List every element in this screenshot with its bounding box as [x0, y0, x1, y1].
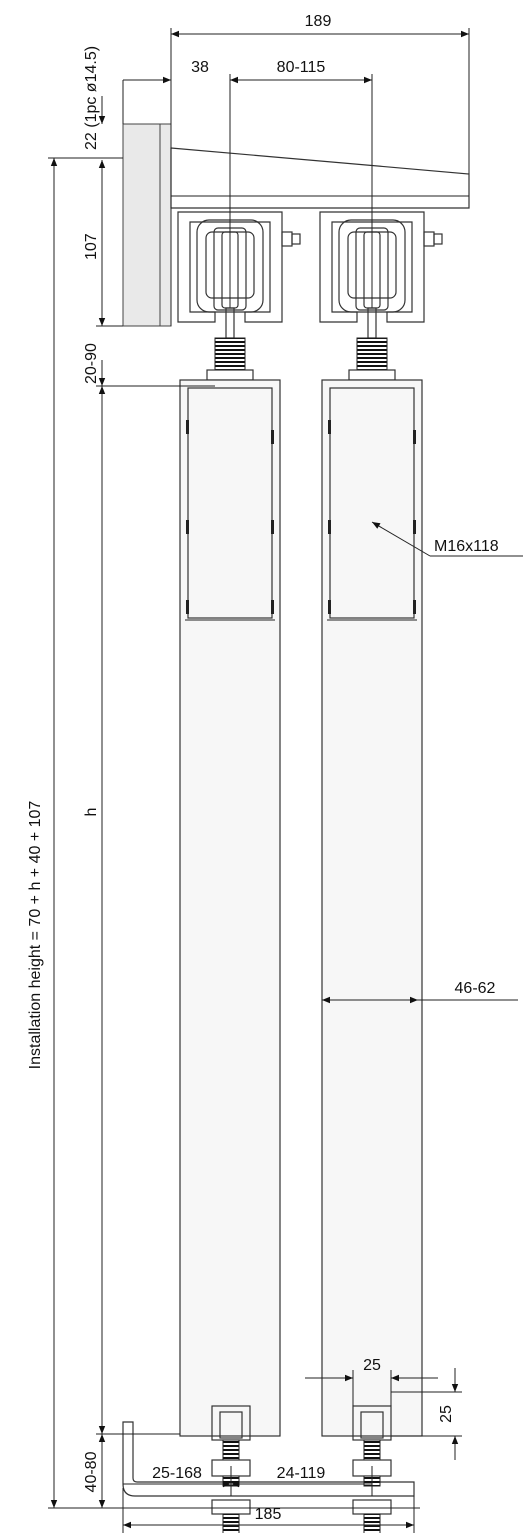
right-door-panel: [321, 379, 423, 1437]
left-trolley: [177, 211, 301, 339]
dim-bolt-label: M16x118: [434, 538, 499, 555]
track-bracket: [170, 147, 470, 326]
dim-right-guide-range: 24-119: [277, 1465, 326, 1482]
dim-floor-gap: 40-80: [83, 1451, 100, 1492]
dim-guide-height: 25: [438, 1405, 455, 1423]
dim-track-height: 107: [83, 233, 100, 260]
dim-wall-plate: 22 (1pc ø14.5): [83, 46, 100, 150]
dimension-lines: [48, 28, 523, 1533]
wall-plate: [122, 123, 172, 327]
dim-wall-offset: 38: [191, 59, 209, 76]
left-door-panel: [179, 379, 281, 1437]
dim-installation-height: Installation height = 70 + h + 40 + 107: [27, 801, 44, 1070]
dim-guide-width: 25: [363, 1357, 381, 1374]
dim-overall-width: 189: [305, 13, 332, 30]
dim-left-guide-range: 25-168: [152, 1465, 202, 1482]
dim-wheel-spacing: 80-115: [277, 59, 326, 76]
dim-door-height: h: [83, 808, 100, 817]
floor-guide-bracket: [122, 1421, 415, 1497]
dim-door-thickness: 46-62: [455, 980, 496, 997]
dim-base-width: 185: [255, 1506, 282, 1523]
right-trolley: [319, 211, 443, 339]
dim-hanger-gap: 20-90: [83, 343, 100, 384]
